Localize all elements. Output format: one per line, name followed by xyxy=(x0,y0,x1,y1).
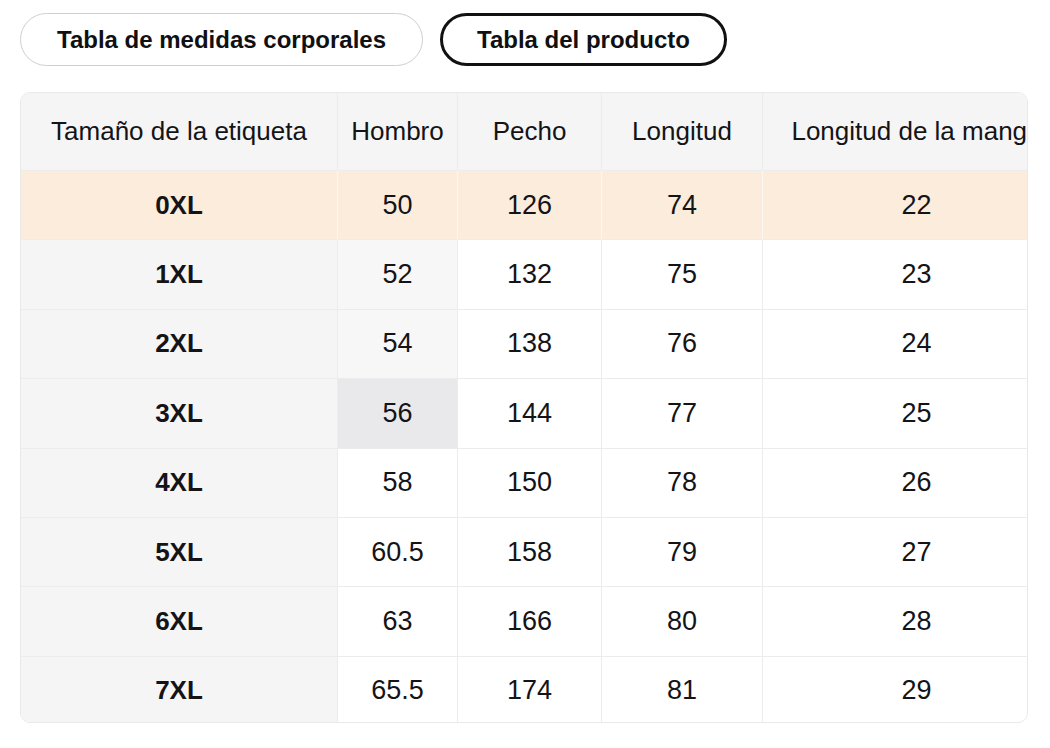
measurement-cell[interactable]: 26 xyxy=(762,448,1028,517)
measurement-cell[interactable]: 158 xyxy=(457,517,601,586)
column-header-chest: Pecho xyxy=(457,93,601,170)
measurement-cell[interactable]: 138 xyxy=(457,309,601,378)
column-header-sleeve-length: Longitud de la manga xyxy=(762,93,1028,170)
measurement-cell[interactable]: 52 xyxy=(337,239,457,308)
measurement-cell[interactable]: 150 xyxy=(457,448,601,517)
measurement-cell[interactable]: 80 xyxy=(601,586,762,655)
measurement-cell[interactable]: 81 xyxy=(601,656,762,723)
measurement-cell[interactable]: 27 xyxy=(762,517,1028,586)
measurement-cell[interactable]: 126 xyxy=(457,170,601,239)
measurement-cell[interactable]: 132 xyxy=(457,239,601,308)
measurement-cell[interactable]: 25 xyxy=(762,378,1028,447)
measurement-cell[interactable]: 74 xyxy=(601,170,762,239)
measurement-cell-hovered[interactable]: 56 xyxy=(337,378,457,447)
measurement-cell[interactable]: 77 xyxy=(601,378,762,447)
measurement-cell[interactable]: 23 xyxy=(762,239,1028,308)
table-header-row: Tamaño de la etiqueta Hombro Pecho Longi… xyxy=(21,93,1028,170)
size-chart-scroll-area[interactable]: Tamaño de la etiqueta Hombro Pecho Longi… xyxy=(20,92,1028,723)
measurement-cell[interactable]: 24 xyxy=(762,309,1028,378)
size-cell[interactable]: 4XL xyxy=(21,448,337,517)
table-row: 1XL 52 132 75 23 xyxy=(21,239,1028,308)
size-cell[interactable]: 2XL xyxy=(21,309,337,378)
table-row: 7XL 65.5 174 81 29 xyxy=(21,656,1028,723)
chart-tabs: Tabla de medidas corporales Tabla del pr… xyxy=(20,13,1050,66)
size-cell[interactable]: 7XL xyxy=(21,656,337,723)
measurement-cell[interactable]: 29 xyxy=(762,656,1028,723)
measurement-cell[interactable]: 78 xyxy=(601,448,762,517)
table-row: 0XL 50 126 74 22 xyxy=(21,170,1028,239)
measurement-cell[interactable]: 76 xyxy=(601,309,762,378)
tab-body-measurements-chart[interactable]: Tabla de medidas corporales xyxy=(20,13,423,66)
measurement-cell[interactable]: 28 xyxy=(762,586,1028,655)
measurement-cell[interactable]: 166 xyxy=(457,586,601,655)
measurement-cell[interactable]: 50 xyxy=(337,170,457,239)
column-header-label-size: Tamaño de la etiqueta xyxy=(21,93,337,170)
size-cell[interactable]: 1XL xyxy=(21,239,337,308)
measurement-cell[interactable]: 54 xyxy=(337,309,457,378)
measurement-cell[interactable]: 144 xyxy=(457,378,601,447)
size-cell[interactable]: 3XL xyxy=(21,378,337,447)
size-cell[interactable]: 5XL xyxy=(21,517,337,586)
measurement-cell[interactable]: 22 xyxy=(762,170,1028,239)
column-header-shoulder: Hombro xyxy=(337,93,457,170)
size-cell[interactable]: 6XL xyxy=(21,586,337,655)
table-row: 2XL 54 138 76 24 xyxy=(21,309,1028,378)
measurement-cell[interactable]: 174 xyxy=(457,656,601,723)
table-row: 6XL 63 166 80 28 xyxy=(21,586,1028,655)
size-cell[interactable]: 0XL xyxy=(21,170,337,239)
measurement-cell[interactable]: 58 xyxy=(337,448,457,517)
column-header-length: Longitud xyxy=(601,93,762,170)
tab-product-chart[interactable]: Tabla del producto xyxy=(440,13,727,66)
size-chart-table: Tamaño de la etiqueta Hombro Pecho Longi… xyxy=(21,93,1028,723)
measurement-cell[interactable]: 60.5 xyxy=(337,517,457,586)
table-row: 4XL 58 150 78 26 xyxy=(21,448,1028,517)
table-row: 3XL 56 144 77 25 xyxy=(21,378,1028,447)
table-row: 5XL 60.5 158 79 27 xyxy=(21,517,1028,586)
measurement-cell[interactable]: 63 xyxy=(337,586,457,655)
measurement-cell[interactable]: 75 xyxy=(601,239,762,308)
measurement-cell[interactable]: 65.5 xyxy=(337,656,457,723)
measurement-cell[interactable]: 79 xyxy=(601,517,762,586)
